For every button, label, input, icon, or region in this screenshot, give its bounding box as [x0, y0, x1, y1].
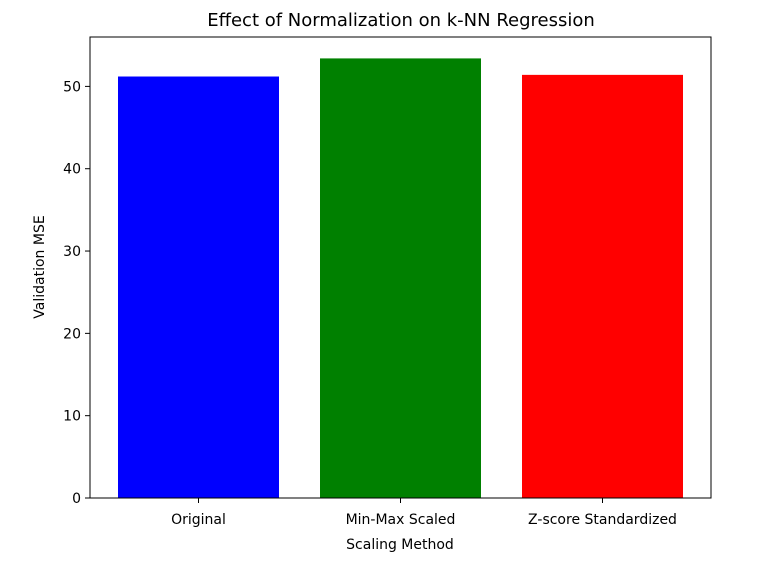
x-axis: Original Min-Max Scaled Z-score Standardiz… [171, 498, 677, 528]
x-tick-label: Original [171, 512, 226, 528]
chart-title: Effect of Normalization on k-NN Regressi… [207, 10, 595, 31]
bar-original [118, 76, 279, 498]
y-tick-label: 30 [63, 244, 81, 260]
x-tick-label: Z-score Standardized [528, 512, 677, 528]
x-tick-label: Min-Max Scaled [346, 512, 456, 528]
y-tick-label: 50 [63, 79, 81, 95]
bars-group [118, 58, 683, 499]
x-axis-label: Scaling Method [346, 537, 454, 553]
y-tick-label: 20 [63, 326, 81, 342]
y-axis-label: Validation MSE [32, 215, 48, 318]
y-tick-label: 0 [72, 491, 81, 507]
y-axis: 0 10 20 30 40 50 [63, 79, 90, 507]
bar-min-max-scaled [320, 58, 481, 499]
y-tick-label: 40 [63, 162, 81, 178]
bar-z-score-standardized [522, 74, 683, 498]
y-tick-label: 10 [63, 409, 81, 425]
